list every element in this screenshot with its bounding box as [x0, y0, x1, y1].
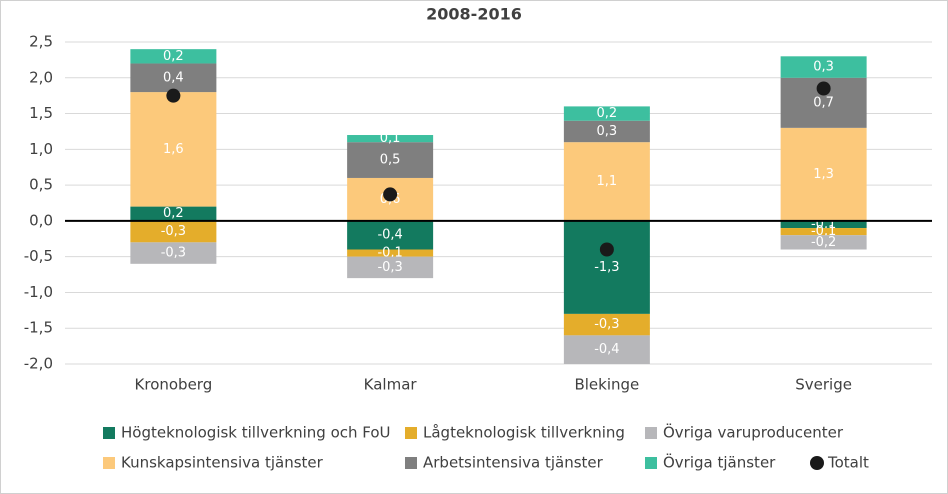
bar-segment	[347, 220, 434, 250]
value-label: -0,3	[377, 260, 402, 275]
legend-swatch	[103, 427, 115, 439]
total-dot	[383, 187, 398, 202]
legend-label: Lågteknologisk tillverkning	[423, 424, 625, 442]
value-label: -0,2	[811, 235, 836, 250]
value-label: 0,2	[163, 206, 184, 221]
legend-label: Övriga tjänster	[663, 453, 776, 472]
bar-segment	[563, 142, 650, 221]
value-label: 0,4	[163, 70, 184, 85]
bar-segment	[563, 313, 650, 336]
y-tick-label: 0,0	[29, 211, 53, 229]
bar-segment	[780, 56, 867, 78]
y-tick-label: 0,5	[29, 176, 53, 194]
bar-segment	[563, 335, 650, 364]
bar-segment	[347, 249, 434, 257]
y-tick-label: 2,5	[29, 33, 53, 51]
bar-segment	[130, 63, 217, 93]
y-tick-label: -2,0	[24, 355, 53, 373]
value-label: 0,1	[380, 131, 401, 146]
value-label: 0,5	[380, 153, 401, 168]
bar-segment	[563, 106, 650, 121]
bar-segment	[780, 235, 867, 250]
bar-segment	[130, 49, 217, 64]
bar-segment	[130, 206, 217, 221]
value-label: 0,3	[597, 124, 618, 139]
legend-swatch	[103, 457, 115, 469]
x-tick-label: Kronoberg	[135, 376, 213, 394]
bar-segment	[780, 127, 867, 221]
total-dot	[816, 81, 831, 96]
y-tick-label: -1,5	[24, 319, 53, 337]
total-dot	[166, 88, 181, 103]
value-label: -0,3	[161, 246, 186, 261]
x-tick-label: Sverige	[795, 376, 852, 394]
legend-swatch	[405, 457, 417, 469]
value-label: -0,4	[594, 342, 619, 357]
x-tick-label: Blekinge	[574, 376, 639, 394]
total-dot	[599, 242, 614, 257]
legend-label: Högteknologisk tillverkning och FoU	[121, 424, 391, 442]
bar-segment	[347, 142, 434, 178]
bar-segment	[780, 220, 867, 229]
legend-label: Arbetsintensiva tjänster	[423, 454, 604, 472]
bar-segment	[347, 256, 434, 279]
value-label: 0,7	[813, 95, 834, 110]
legend-swatch	[645, 427, 657, 439]
value-label: -1,3	[594, 260, 619, 275]
bar-segment	[130, 242, 217, 264]
legend-label: Kunskapsintensiva tjänster	[121, 454, 324, 472]
value-label: -0,3	[594, 317, 619, 332]
bar-segment	[563, 120, 650, 143]
value-label: 1,3	[813, 167, 834, 182]
bar-segment	[563, 220, 650, 314]
chart-title: 2008-2016	[426, 5, 522, 24]
value-label: 0,2	[597, 106, 618, 121]
value-label: 1,1	[597, 174, 618, 189]
value-label: 0,2	[163, 49, 184, 64]
legend-swatch	[405, 427, 417, 439]
y-tick-label: -1,0	[24, 283, 53, 301]
bar-segment	[130, 220, 217, 243]
legend-swatch	[645, 457, 657, 469]
value-label: 1,6	[163, 142, 184, 157]
x-tick-label: Kalmar	[364, 376, 418, 394]
y-tick-label: 2,0	[29, 68, 53, 86]
value-label: 0,3	[813, 60, 834, 75]
legend-label: Totalt	[827, 454, 869, 472]
value-label: -0,3	[161, 224, 186, 239]
bar-segment	[130, 92, 217, 207]
value-label: -0,4	[377, 228, 402, 243]
legend-label: Övriga varuproducenter	[663, 423, 844, 442]
y-tick-label: 1,0	[29, 140, 53, 158]
y-tick-label: 1,5	[29, 104, 53, 122]
bar-segment	[347, 135, 434, 143]
bar-segment	[780, 228, 867, 236]
y-tick-label: -0,5	[24, 247, 53, 265]
legend-swatch	[810, 456, 824, 470]
